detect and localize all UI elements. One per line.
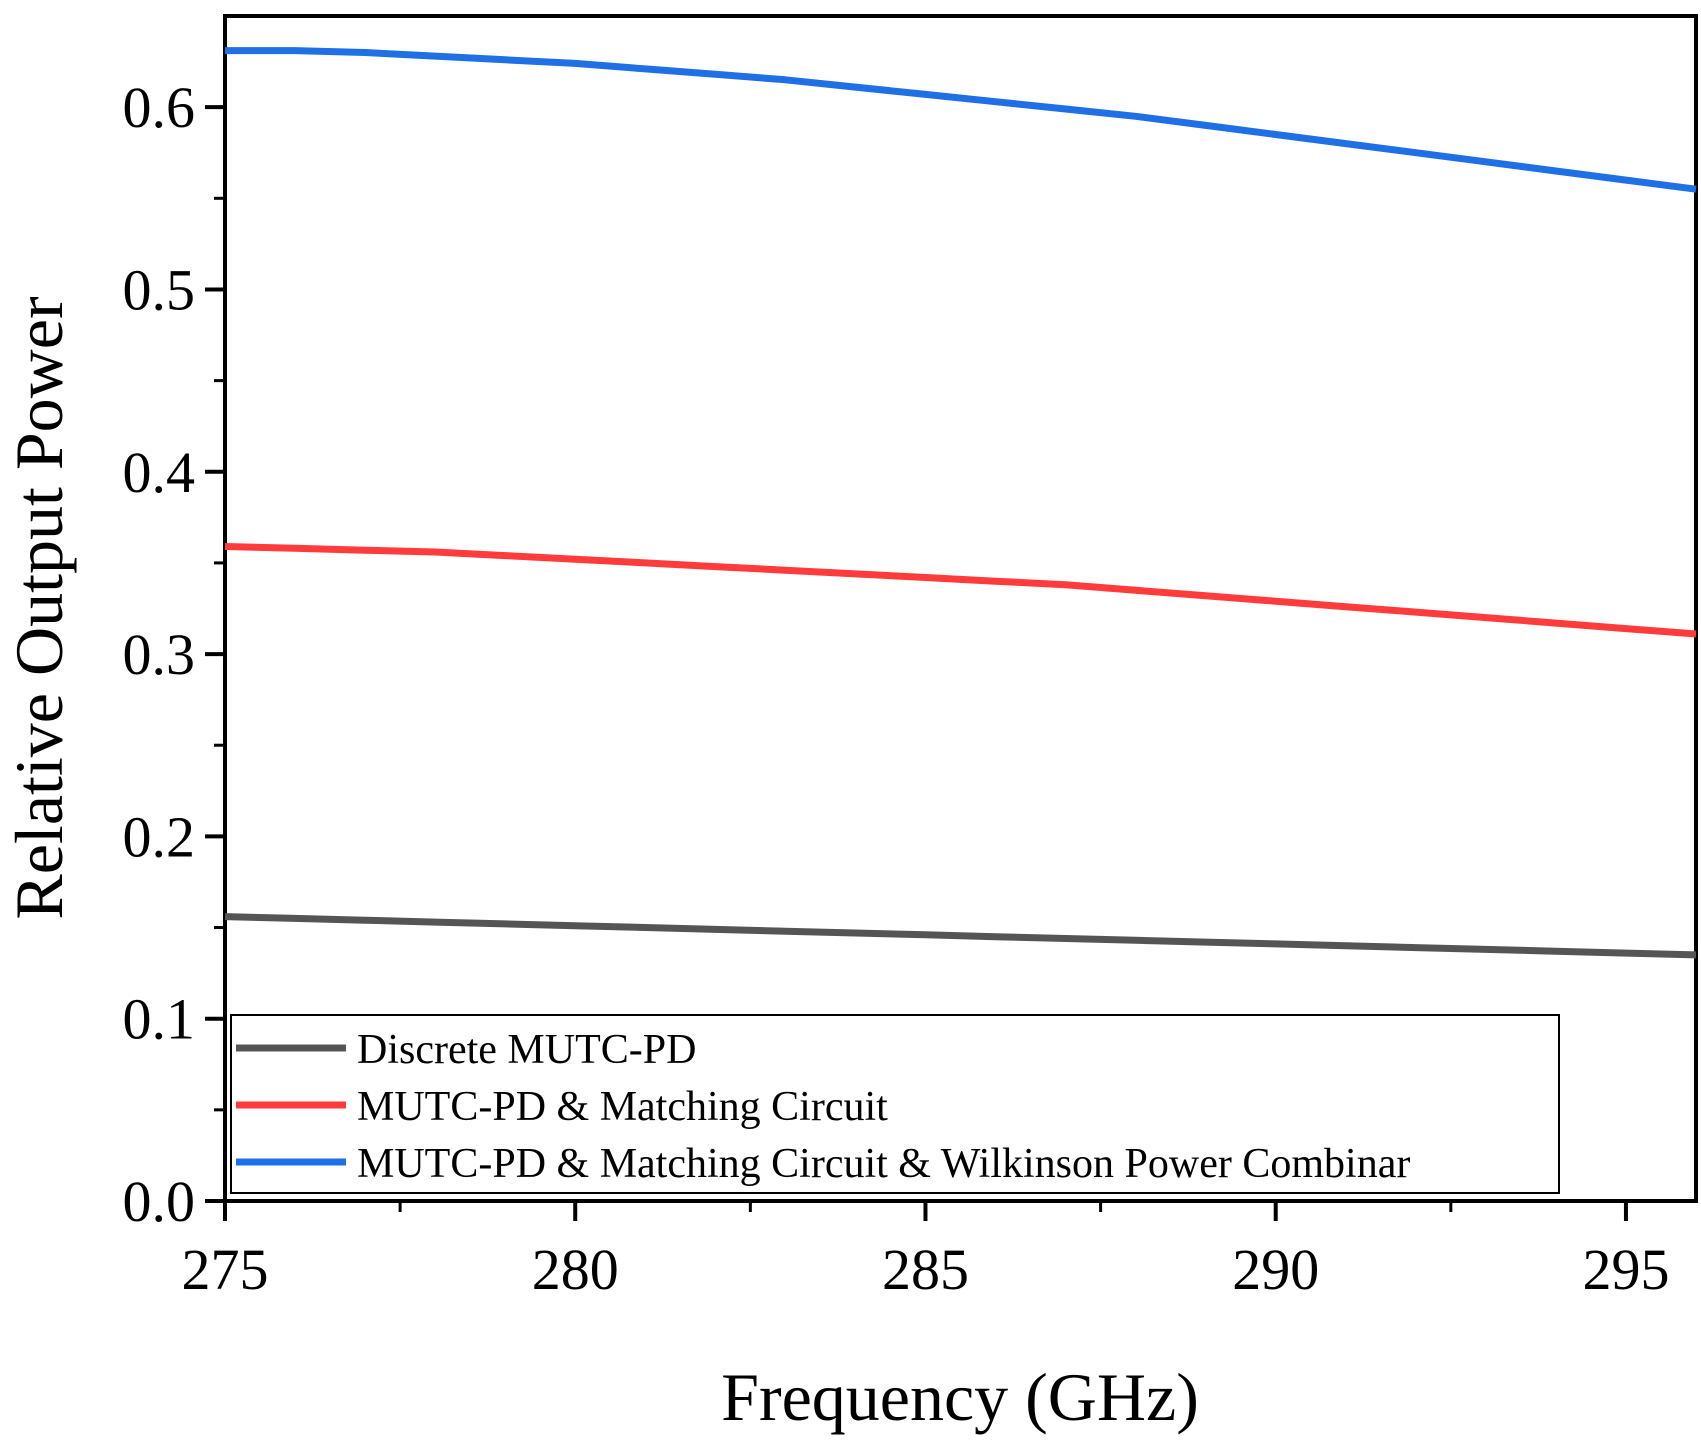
y-tick-label: 0.4 bbox=[123, 440, 196, 505]
ticks: 275 280 285 290 295 0.0 0.1 0.2 0.3 0.4 0.5 0.6 bbox=[123, 75, 1670, 1302]
legend-label-1: Discrete MUTC-PD bbox=[357, 1027, 696, 1073]
legend-label-2: MUTC-PD & Matching Circuit bbox=[357, 1084, 888, 1130]
x-tick-label: 290 bbox=[1232, 1237, 1319, 1302]
x-tick-label: 280 bbox=[532, 1237, 619, 1302]
series-line-2 bbox=[224, 543, 1697, 638]
y-tick-label: 0.0 bbox=[123, 1169, 196, 1234]
x-tick-label: 285 bbox=[882, 1237, 969, 1302]
y-tick-label: 0.3 bbox=[123, 622, 196, 687]
y-tick-label: 0.2 bbox=[123, 804, 196, 869]
x-axis-title: Frequency (GHz) bbox=[721, 1359, 1199, 1435]
legend-items: Discrete MUTC-PD MUTC-PD & Matching Circu… bbox=[236, 1027, 1410, 1187]
series-layer bbox=[224, 47, 1697, 959]
legend-box bbox=[230, 1014, 1560, 1194]
y-tick-label: 0.6 bbox=[123, 75, 196, 140]
legend: Discrete MUTC-PD MUTC-PD & Matching Circu… bbox=[230, 1014, 1560, 1194]
legend-label-3: MUTC-PD & Matching Circuit & Wilkinson P… bbox=[357, 1141, 1410, 1187]
y-tick-label: 0.5 bbox=[123, 257, 196, 322]
y-axis-title: Relative Output Power bbox=[1, 296, 77, 920]
series-line-3 bbox=[225, 47, 1697, 193]
y-tick-label: 0.1 bbox=[123, 987, 196, 1052]
plot-frame bbox=[223, 14, 1698, 1203]
series-line-1 bbox=[224, 913, 1697, 959]
x-tick-label: 275 bbox=[182, 1237, 269, 1302]
x-tick-label: 295 bbox=[1582, 1237, 1669, 1302]
